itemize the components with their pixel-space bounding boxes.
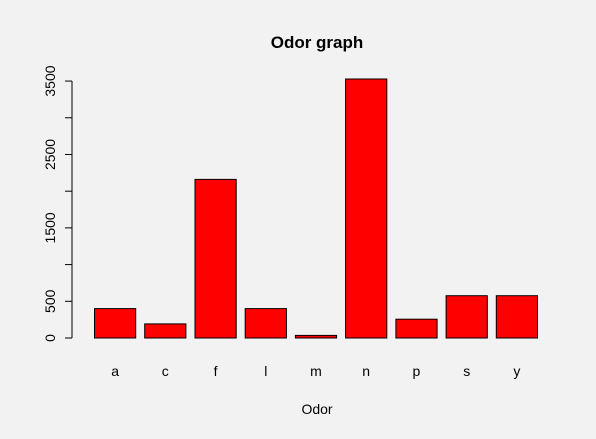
x-tick-label-s: s bbox=[463, 363, 470, 379]
y-tick-label-0: 0 bbox=[42, 334, 58, 342]
x-tick-label-p: p bbox=[413, 363, 421, 379]
bar-a bbox=[94, 308, 137, 339]
x-tick-label-f: f bbox=[214, 363, 218, 379]
y-tick-label-2500: 2500 bbox=[42, 139, 58, 170]
x-tick-label-y: y bbox=[513, 363, 520, 379]
x-tick-label-m: m bbox=[310, 363, 322, 379]
bars-group bbox=[94, 78, 538, 339]
x-axis-label: Odor bbox=[301, 401, 332, 417]
y-tick-label-1500: 1500 bbox=[42, 212, 58, 243]
bar-y bbox=[495, 295, 538, 339]
x-tick-label-c: c bbox=[162, 363, 169, 379]
y-axis: 0 500 1500 2500 3500 bbox=[42, 65, 73, 342]
bar-f bbox=[194, 178, 237, 339]
bar-m bbox=[294, 334, 338, 339]
x-tick-label-a: a bbox=[111, 363, 119, 379]
chart-title: Odor graph bbox=[271, 33, 364, 52]
x-tick-label-l: l bbox=[264, 363, 267, 379]
bar-c bbox=[144, 323, 187, 339]
bar-l bbox=[244, 308, 287, 339]
y-tick-label-3500: 3500 bbox=[42, 65, 58, 96]
x-tick-label-n: n bbox=[362, 363, 370, 379]
bar-p bbox=[395, 318, 438, 339]
bar-s bbox=[445, 295, 488, 339]
y-tick-label-500: 500 bbox=[42, 289, 58, 313]
bar-n bbox=[345, 78, 388, 339]
